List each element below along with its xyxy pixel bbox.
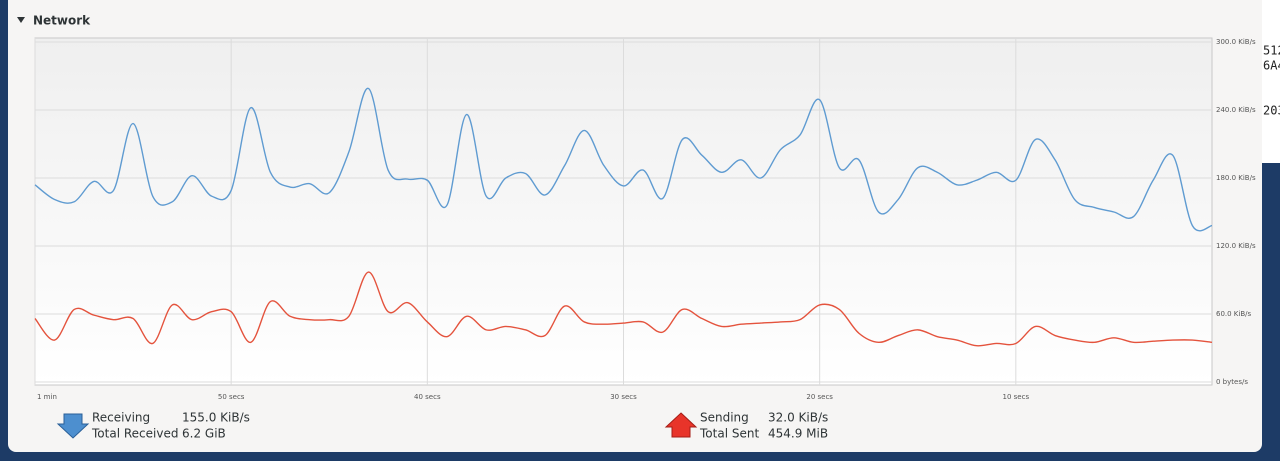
series-line xyxy=(34,87,1213,232)
side-text: 6A4 xyxy=(1263,59,1280,73)
y-tick-label: 240.0 KiB/s xyxy=(1216,106,1256,114)
x-tick-label: 50 secs xyxy=(218,393,245,401)
legend-label: Receiving xyxy=(92,411,150,425)
y-tick-label: 180.0 KiB/s xyxy=(1216,174,1256,182)
grid: 0 bytes/s 60.0 KiB/s 120.0 KiB/s 180.0 KiB/… xyxy=(34,38,1256,401)
receive-icon xyxy=(56,413,90,439)
stat-label: Total Sent xyxy=(699,427,759,441)
side-text: 203 xyxy=(1263,104,1280,118)
lines xyxy=(34,87,1213,347)
y-tick-label: 60.0 KiB/s xyxy=(1216,310,1252,318)
series-line xyxy=(34,271,1213,347)
y-tick-label: 300.0 KiB/s xyxy=(1216,38,1256,46)
y-tick-label: 120.0 KiB/s xyxy=(1216,242,1256,250)
legend-label: Sending xyxy=(700,411,749,425)
side-window xyxy=(1262,0,1280,163)
stat-value: 454.9 MiB xyxy=(768,427,828,441)
x-tick-label: 10 secs xyxy=(1003,393,1030,401)
x-tick-label: 20 secs xyxy=(806,393,833,401)
x-tick-label: 1 min xyxy=(37,393,57,401)
stat-value: 6.2 GiB xyxy=(182,427,226,441)
x-tick-label: 40 secs xyxy=(414,393,441,401)
stat-value: 155.0 KiB/s xyxy=(182,411,250,425)
stat-value: 32.0 KiB/s xyxy=(768,411,828,425)
y-tick-label: 0 bytes/s xyxy=(1216,378,1248,386)
expander[interactable] xyxy=(17,17,25,23)
send-icon xyxy=(664,412,698,438)
x-tick-label: 30 secs xyxy=(610,393,637,401)
stat-label: Total Received xyxy=(91,427,178,441)
section-title[interactable]: Network xyxy=(33,14,91,28)
side-text: 512 xyxy=(1263,44,1280,58)
